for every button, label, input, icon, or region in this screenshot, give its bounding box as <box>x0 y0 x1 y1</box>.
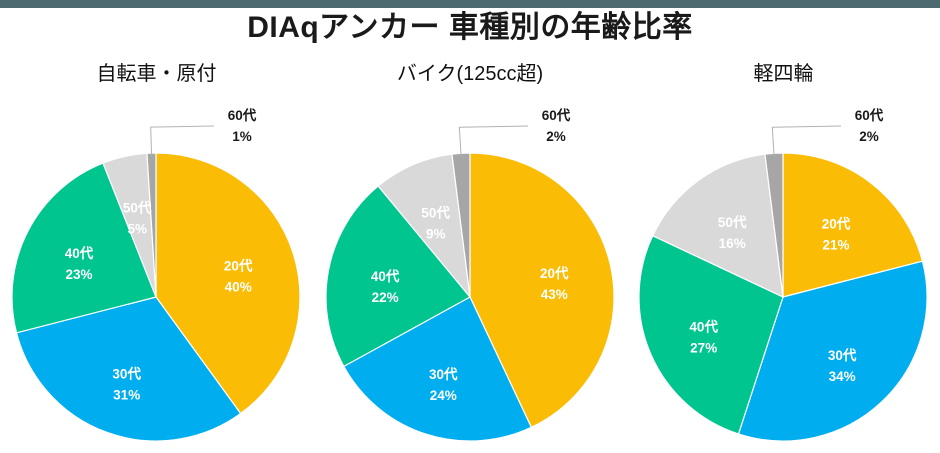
pie-slice-50代[interactable] <box>376 153 471 299</box>
pie-label-category-20代: 20代 <box>540 265 569 281</box>
pie-label-category-30代: 30代 <box>429 366 458 382</box>
pie-label-category-60代: 60代 <box>541 107 570 123</box>
pie-slice-30代[interactable] <box>15 296 242 442</box>
pie-label-value-50代: 5% <box>127 222 147 237</box>
pie-chart-title-1: バイク(125cc超) <box>396 63 544 85</box>
pie-chart-figure-0: 20代 40% 30代 31% 40代 23% 50代 5% 60代 1% <box>0 102 313 446</box>
pie-label-value-30代: 24% <box>429 388 456 403</box>
pie-label-leader-60代 <box>458 125 528 157</box>
pie-label-value-20代: 21% <box>822 238 849 253</box>
pie-label-value-20代: 40% <box>225 279 252 294</box>
pie-slice-50代[interactable] <box>651 153 784 299</box>
pie-label-value-30代: 34% <box>829 369 856 384</box>
pie-label-category-30代: 30代 <box>828 347 857 363</box>
pie-label-category-20代: 20代 <box>224 257 253 273</box>
pie-slice-20代[interactable] <box>468 152 615 429</box>
pie-label-leader-60代 <box>771 125 842 157</box>
pie-chart-figure-2: 20代 21% 30代 34% 40代 27% 50代 16% 60代 2% <box>627 102 940 446</box>
pie-chart-block-0: 自転車・原付 20代 40% 30代 31% 40代 23% 50代 5% 60代 1% <box>0 56 313 446</box>
pie-slice-40代[interactable] <box>11 162 157 334</box>
pie-chart-block-2: 軽四輪 20代 21% 30代 34% 40代 27% 50代 16% 60代 2% <box>627 56 940 446</box>
pie-slice-20代[interactable] <box>782 152 924 298</box>
pie-label-value-40代: 22% <box>371 290 398 305</box>
pie-label-category-60代: 60代 <box>855 107 884 123</box>
pie-label-category-60代: 60代 <box>228 107 257 123</box>
pie-chart-block-1: バイク(125cc超) 20代 43% 30代 24% 40代 22% 50代 9% 60代 2% <box>314 56 627 446</box>
pie-label-value-40代: 23% <box>65 267 92 282</box>
pie-label-category-40代: 40代 <box>689 318 718 334</box>
top-accent-bar <box>0 0 940 8</box>
pie-label-value-40代: 27% <box>690 340 717 355</box>
pie-label-category-50代: 50代 <box>421 205 450 221</box>
pie-label-category-50代: 50代 <box>123 200 152 216</box>
pie-label-category-50代: 50代 <box>718 214 747 230</box>
pie-label-value-50代: 16% <box>719 236 746 251</box>
pie-slice-20代[interactable] <box>155 152 301 415</box>
pie-label-category-20代: 20代 <box>822 216 851 232</box>
pie-label-category-30代: 30代 <box>112 365 141 381</box>
pie-label-category-40代: 40代 <box>370 268 399 284</box>
pie-label-value-60代: 2% <box>546 129 566 144</box>
pie-label-category-40代: 40代 <box>65 245 94 261</box>
pie-label-value-20代: 43% <box>540 287 567 302</box>
pie-slice-40代[interactable] <box>324 185 471 368</box>
pie-label-value-30代: 31% <box>113 387 140 402</box>
pie-slice-40代[interactable] <box>638 234 784 435</box>
pie-chart-figure-1: 20代 43% 30代 24% 40代 22% 50代 9% 60代 2% <box>314 102 627 446</box>
pie-chart-title-0: 自転車・原付 <box>96 63 217 85</box>
pie-slice-30代[interactable] <box>342 296 532 442</box>
pie-chart-title-2: 軽四輪 <box>753 63 814 85</box>
pie-chart-row: 自転車・原付 20代 40% 30代 31% 40代 23% 50代 5% 60代 1% バイク(… <box>0 56 940 446</box>
pie-label-value-50代: 9% <box>425 227 445 242</box>
page-title: DIAqアンカー 車種別の年齢比率 <box>247 11 693 44</box>
pie-label-value-60代: 2% <box>859 129 879 144</box>
pie-label-leader-60代 <box>150 125 215 156</box>
pie-label-value-60代: 1% <box>232 129 252 144</box>
pie-slice-30代[interactable] <box>737 260 928 442</box>
